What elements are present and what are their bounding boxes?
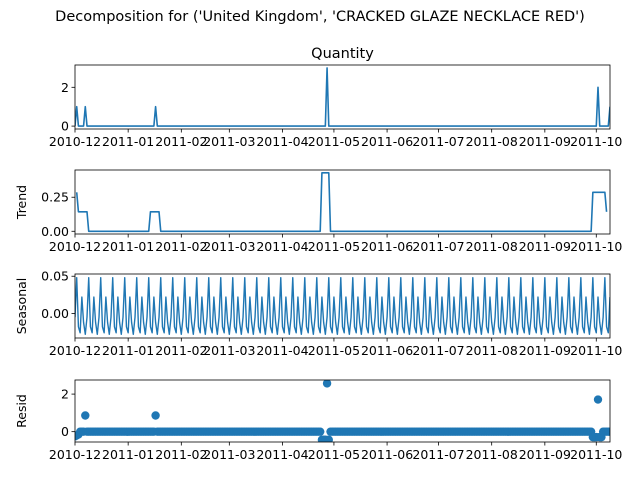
figure-suptitle: Decomposition for ('United Kingdom', 'CR… xyxy=(55,9,585,25)
trend-xtick-label: 2011-07 xyxy=(412,239,464,254)
seasonal-xtick-label: 2011-05 xyxy=(308,343,360,358)
resid-xtick-label: 2011-10 xyxy=(570,447,622,462)
seasonal-ylabel: Seasonal xyxy=(14,278,29,335)
resid-point xyxy=(593,395,603,404)
resid-point xyxy=(81,411,90,420)
seasonal-xtick-label: 2011-03 xyxy=(203,343,255,358)
trend-xtick-label: 2011-08 xyxy=(466,239,518,254)
seasonal-xtick-label: 2011-01 xyxy=(102,343,154,358)
quantity-xtick-label: 2011-10 xyxy=(570,134,622,149)
quantity-ytick-label: 2 xyxy=(61,80,69,95)
resid-xtick-label: 2011-07 xyxy=(412,447,464,462)
seasonal-xtick-label: 2011-08 xyxy=(466,343,518,358)
seasonal-xtick-label: 2011-10 xyxy=(570,343,622,358)
trend-xtick-label: 2011-02 xyxy=(155,239,207,254)
trend-xtick-label: 2011-06 xyxy=(361,239,413,254)
quantity-xtick-label: 2011-05 xyxy=(308,134,360,149)
resid-plot-area xyxy=(75,380,610,442)
resid-point xyxy=(324,435,333,442)
trend-xtick-label: 2011-05 xyxy=(308,239,360,254)
quantity-axes-frame xyxy=(74,64,611,130)
quantity-ytick-label: 0 xyxy=(61,119,69,134)
quantity-xtick-label: 2010-12 xyxy=(49,134,101,149)
trend-xtick-label: 2011-09 xyxy=(519,239,571,254)
resid-ytick-label: 0 xyxy=(61,424,69,439)
quantity-xtick-label: 2011-04 xyxy=(256,134,308,149)
trend-series-line xyxy=(75,172,608,233)
resid-point xyxy=(322,380,332,388)
seasonal-xtick-label: 2011-04 xyxy=(256,343,308,358)
resid-axes-frame xyxy=(74,379,611,443)
trend-xtick-label: 2011-10 xyxy=(570,239,622,254)
seasonal-ytick-label: 0.05 xyxy=(41,269,69,284)
quantity-xtick-label: 2011-06 xyxy=(361,134,413,149)
resid-xtick-label: 2011-05 xyxy=(308,447,360,462)
quantity-xtick-label: 2011-03 xyxy=(203,134,255,149)
trend-xtick-label: 2011-03 xyxy=(203,239,255,254)
trend-ytick-label: 0.00 xyxy=(41,224,69,239)
resid-ylabel: Resid xyxy=(14,394,29,428)
trend-xtick-label: 2010-12 xyxy=(49,239,101,254)
trend-xtick-label: 2011-04 xyxy=(256,239,308,254)
resid-xtick-label: 2011-06 xyxy=(361,447,413,462)
trend-xtick-label: 2011-01 xyxy=(102,239,154,254)
seasonal-xtick-label: 2010-12 xyxy=(49,343,101,358)
trend-ylabel: Trend xyxy=(14,185,29,220)
seasonal-xtick-label: 2011-02 xyxy=(155,343,207,358)
resid-xtick-label: 2011-08 xyxy=(466,447,518,462)
quantity-xtick-label: 2011-07 xyxy=(412,134,464,149)
quantity-series-line xyxy=(75,67,610,127)
seasonal-xtick-label: 2011-07 xyxy=(412,343,464,358)
resid-ytick-label: 2 xyxy=(61,387,69,402)
seasonal-xtick-label: 2011-09 xyxy=(519,343,571,358)
seasonal-xtick-label: 2011-06 xyxy=(361,343,413,358)
resid-xtick-label: 2011-04 xyxy=(256,447,308,462)
seasonal-axes-frame xyxy=(74,273,611,339)
quantity-xtick-label: 2011-09 xyxy=(519,134,571,149)
seasonal-plot-area xyxy=(75,277,610,335)
quantity-title: Quantity xyxy=(311,46,374,62)
quantity-xtick-label: 2011-08 xyxy=(466,134,518,149)
resid-xtick-label: 2010-12 xyxy=(49,447,101,462)
quantity-xtick-label: 2011-02 xyxy=(155,134,207,149)
seasonal-ytick-label: 0.00 xyxy=(41,306,69,321)
resid-xtick-label: 2011-02 xyxy=(155,447,207,462)
resid-xtick-label: 2011-01 xyxy=(102,447,154,462)
trend-plot-area xyxy=(75,172,608,233)
resid-point xyxy=(151,411,160,420)
resid-xtick-label: 2011-09 xyxy=(519,447,571,462)
trend-ytick-label: 0.25 xyxy=(41,190,69,205)
trend-axes-frame xyxy=(74,169,611,235)
quantity-xtick-label: 2011-01 xyxy=(102,134,154,149)
resid-point xyxy=(316,427,325,436)
seasonal-series-line xyxy=(75,277,610,335)
quantity-plot-area xyxy=(75,67,610,127)
resid-point xyxy=(605,427,610,436)
resid-xtick-label: 2011-03 xyxy=(203,447,255,462)
